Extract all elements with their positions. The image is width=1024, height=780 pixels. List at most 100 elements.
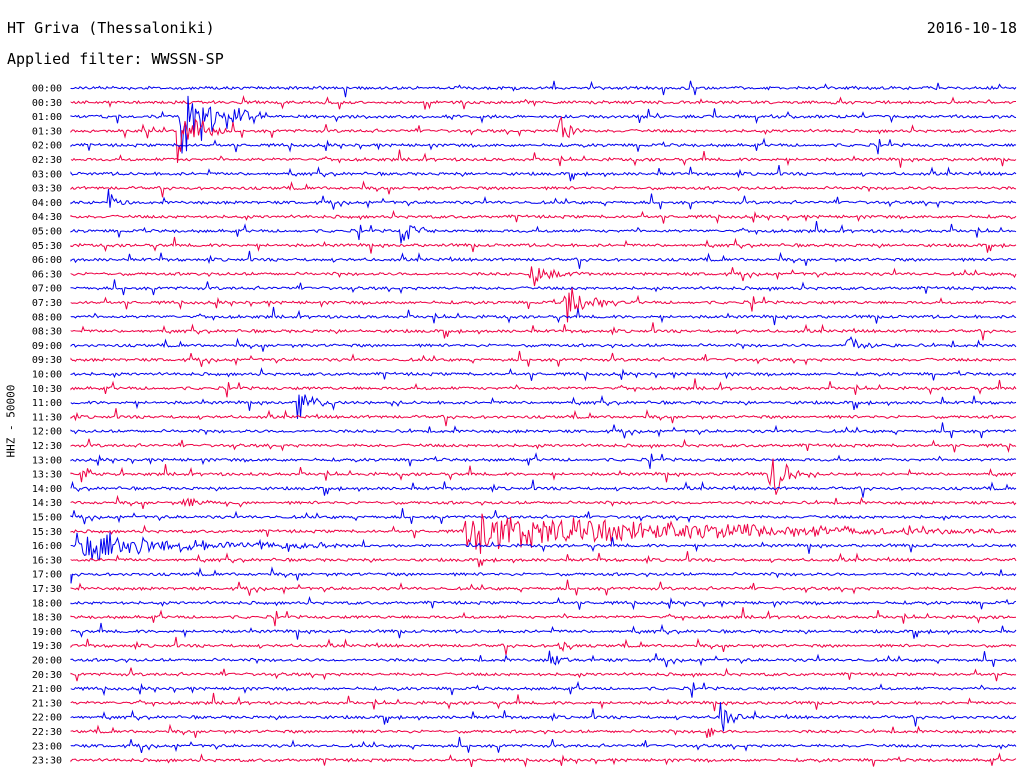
time-tick-label: 17:30 — [32, 584, 62, 595]
time-tick-label: 22:30 — [32, 727, 62, 738]
time-tick-label: 12:30 — [32, 441, 62, 452]
time-tick-label: 07:30 — [32, 298, 62, 309]
time-tick-label: 18:00 — [32, 598, 62, 609]
trace-row-1530 — [70, 513, 1017, 554]
time-tick-label: 19:00 — [32, 627, 62, 638]
date-label: 2016-10-18 — [926, 19, 1017, 37]
trace-row-2300 — [70, 736, 1017, 754]
trace-row-1430 — [70, 494, 1017, 510]
trace-row-1230 — [70, 438, 1017, 453]
trace-row-1000 — [70, 367, 1017, 382]
trace-row-0800 — [70, 306, 1017, 326]
time-tick-label: 23:00 — [32, 741, 62, 752]
trace-row-1500 — [70, 508, 1017, 525]
trace-row-0300 — [70, 165, 1017, 182]
trace-row-0200 — [70, 137, 1017, 155]
time-tick-label: 04:00 — [32, 198, 62, 209]
trace-row-1130 — [70, 408, 1017, 427]
trace-row-0030 — [70, 95, 1016, 110]
time-tick-label: 16:00 — [32, 541, 62, 552]
trace-row-0100 — [70, 95, 1017, 154]
trace-row-1330 — [70, 458, 1016, 495]
station-title: HT Griva (Thessaloniki) — [7, 19, 215, 37]
traces — [70, 80, 1017, 768]
trace-row-1300 — [70, 452, 1017, 469]
trace-row-1630 — [70, 551, 1017, 568]
trace-row-0830 — [70, 322, 1017, 341]
time-tick-label: 02:30 — [32, 155, 62, 166]
trace-row-0000 — [70, 80, 1017, 98]
trace-row-1600 — [70, 532, 1017, 561]
time-tick-label: 10:00 — [32, 370, 62, 381]
trace-row-1900 — [70, 622, 1017, 640]
trace-row-0930 — [70, 350, 1017, 367]
time-tick-label: 06:30 — [32, 269, 62, 280]
time-tick-label: 04:30 — [32, 212, 62, 223]
time-tick-label: 07:00 — [32, 284, 62, 295]
trace-row-1700 — [70, 566, 1017, 584]
time-tick-label: 17:00 — [32, 570, 62, 581]
trace-row-2000 — [70, 650, 1017, 668]
time-tick-label: 22:00 — [32, 713, 62, 724]
time-tick-label: 08:00 — [32, 312, 62, 323]
time-tick-label: 05:00 — [32, 227, 62, 238]
trace-row-2330 — [70, 752, 1017, 768]
time-tick-label: 11:30 — [32, 412, 62, 423]
time-tick-label: 03:30 — [32, 184, 62, 195]
trace-row-2100 — [70, 680, 1017, 698]
trace-row-0130 — [70, 115, 1017, 163]
time-tick-label: 05:30 — [32, 241, 62, 252]
trace-row-2030 — [70, 667, 1017, 682]
trace-row-2130 — [70, 692, 1017, 712]
trace-row-2200 — [70, 702, 1017, 732]
trace-row-2230 — [70, 723, 1017, 739]
trace-row-0330 — [70, 180, 1017, 198]
time-tick-label: 19:30 — [32, 641, 62, 652]
time-tick-label: 12:00 — [32, 427, 62, 438]
time-tick-label: 01:00 — [32, 112, 62, 123]
time-tick-label: 21:00 — [32, 684, 62, 695]
time-tick-label: 15:00 — [32, 513, 62, 524]
trace-row-1730 — [70, 579, 1017, 596]
trace-row-0500 — [70, 221, 1017, 244]
time-tick-label: 14:00 — [32, 484, 62, 495]
time-tick-label: 23:30 — [32, 756, 62, 767]
time-tick-label: 06:00 — [32, 255, 62, 266]
trace-row-0900 — [70, 336, 1017, 352]
trace-row-0230 — [70, 149, 1017, 168]
trace-row-0600 — [70, 250, 1017, 269]
time-tick-label: 20:00 — [32, 656, 62, 667]
trace-row-0630 — [70, 266, 1017, 287]
filter-label: Applied filter: WWSSN-SP — [7, 50, 224, 68]
time-labels: 00:00 00:30 01:00 01:30 02:00 02:30 03:00 03:30… — [32, 84, 62, 767]
trace-row-0700 — [70, 279, 1017, 296]
time-tick-label: 09:30 — [32, 355, 62, 366]
time-tick-label: 03:00 — [32, 169, 62, 180]
time-tick-label: 13:00 — [32, 455, 62, 466]
time-tick-label: 16:30 — [32, 555, 62, 566]
time-tick-label: 15:30 — [32, 527, 62, 538]
time-tick-label: 00:00 — [32, 84, 62, 95]
trace-row-0400 — [70, 189, 1017, 210]
time-tick-label: 09:00 — [32, 341, 62, 352]
trace-row-1100 — [70, 394, 1017, 419]
trace-row-1830 — [70, 607, 1017, 627]
trace-row-1400 — [70, 479, 1017, 498]
time-tick-label: 01:30 — [32, 126, 62, 137]
time-tick-label: 10:30 — [32, 384, 62, 395]
trace-row-0730 — [70, 287, 1017, 323]
time-tick-label: 08:30 — [32, 327, 62, 338]
trace-row-1200 — [70, 422, 1017, 439]
trace-row-0430 — [70, 209, 1017, 225]
time-tick-label: 00:30 — [32, 98, 62, 109]
time-tick-label: 13:30 — [32, 470, 62, 481]
time-tick-label: 11:00 — [32, 398, 62, 409]
time-tick-label: 21:30 — [32, 698, 62, 709]
time-tick-label: 14:30 — [32, 498, 62, 509]
trace-row-1800 — [70, 595, 1017, 611]
time-tick-label: 02:00 — [32, 141, 62, 152]
trace-row-1030 — [70, 378, 1017, 398]
trace-row-0530 — [70, 236, 1017, 254]
trace-row-1930 — [70, 636, 1017, 655]
